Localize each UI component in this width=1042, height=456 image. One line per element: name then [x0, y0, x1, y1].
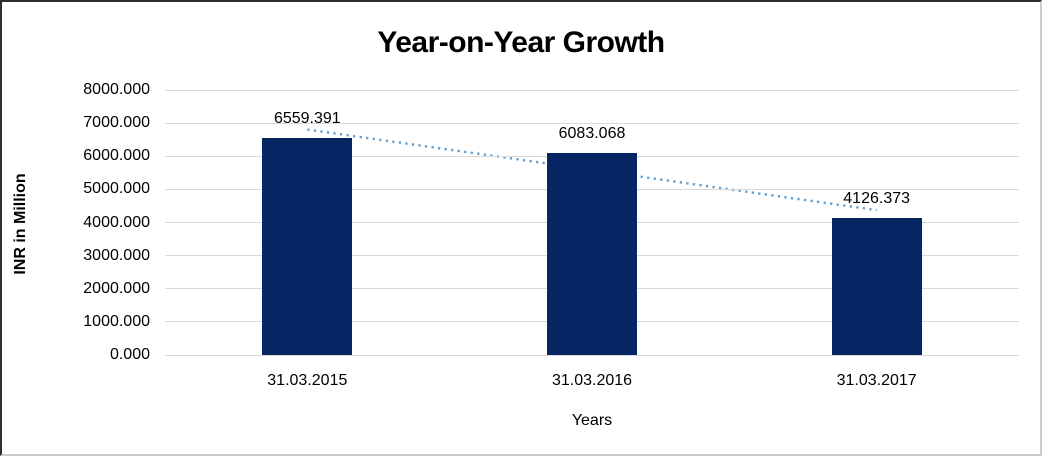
bar-value-label: 4126.373	[843, 190, 911, 208]
bar	[547, 153, 637, 355]
x-category-label: 31.03.2017	[836, 372, 917, 389]
y-tick-label: 4000.000	[83, 213, 150, 231]
x-axis-title: Years	[571, 412, 613, 429]
x-category-label: 31.03.2015	[267, 372, 348, 389]
chart-title: Year-on-Year Growth	[377, 26, 665, 59]
y-tick-label: 5000.000	[83, 180, 150, 198]
y-tick-label: 3000.000	[83, 246, 150, 264]
bar	[831, 218, 922, 355]
bar-value-label: 6559.391	[273, 109, 341, 127]
y-tick-label: 1000.000	[83, 312, 150, 330]
y-tick-label: 0.000	[109, 346, 150, 363]
bar	[262, 137, 353, 355]
y-tick-label: 2000.000	[83, 279, 150, 297]
bar-value-label: 6083.068	[558, 125, 626, 143]
y-tick-label: 8000.000	[83, 81, 150, 98]
gridline	[165, 122, 1019, 124]
gridline	[165, 354, 1019, 356]
x-category-label: 31.03.2016	[551, 372, 633, 389]
y-tick-label: 6000.000	[83, 147, 150, 165]
y-tick-label: 7000.000	[83, 114, 150, 132]
gridline	[165, 89, 1019, 91]
